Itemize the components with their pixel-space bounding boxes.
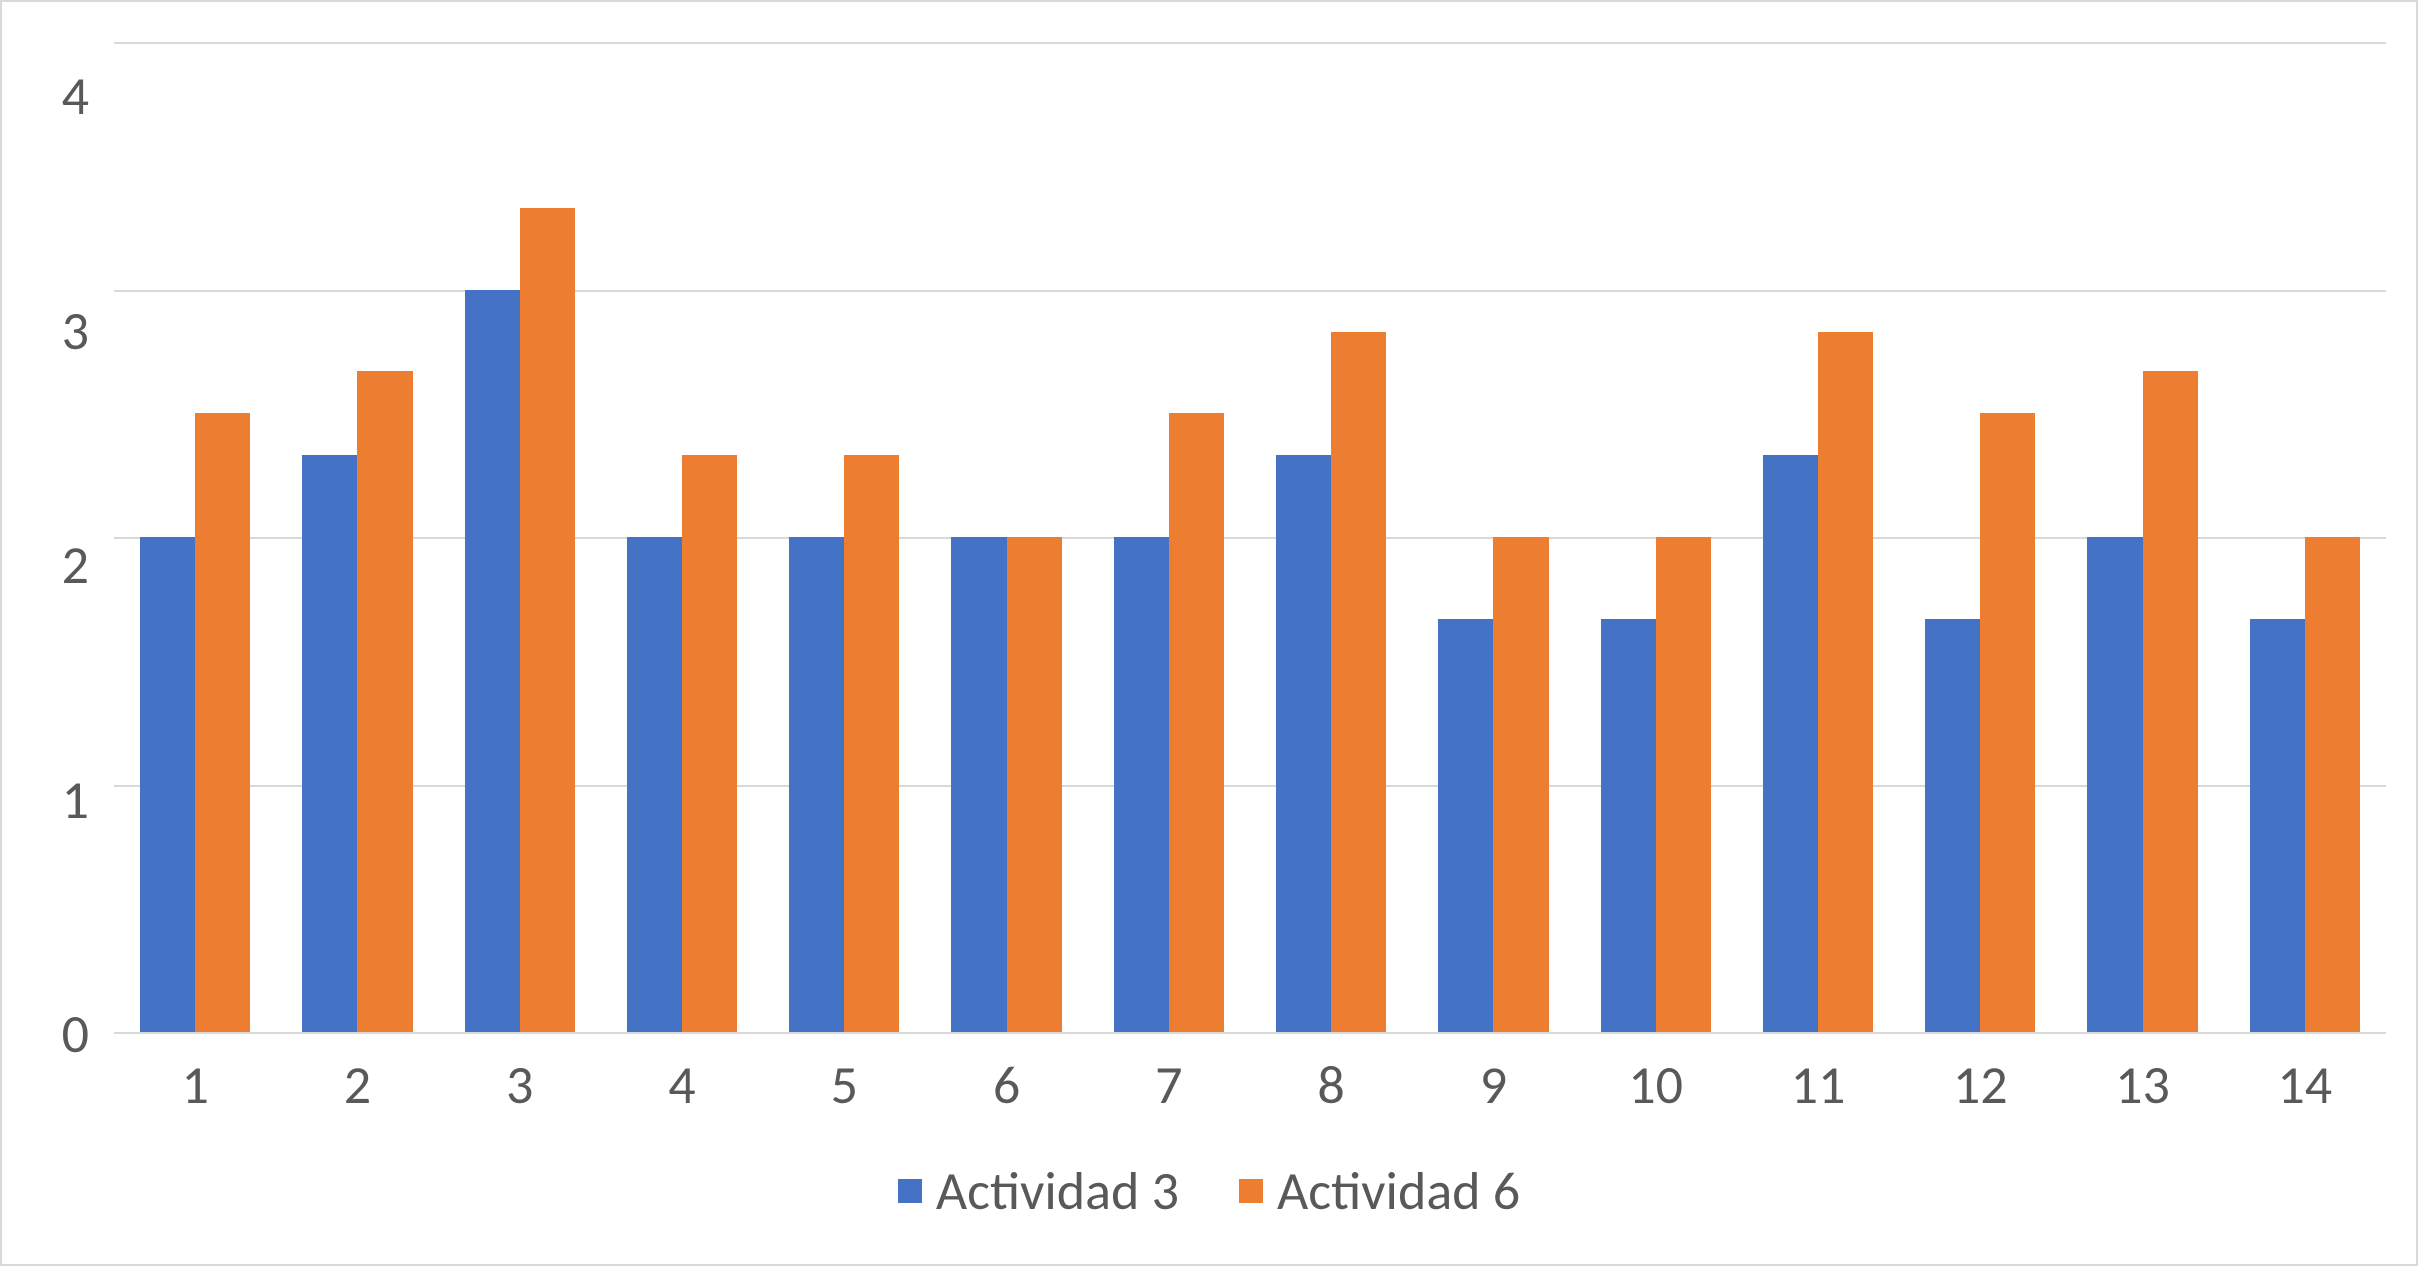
bar bbox=[195, 413, 250, 1032]
category-group bbox=[1575, 42, 1737, 1032]
bar bbox=[1656, 537, 1711, 1032]
x-ticks: 1234567891011121314 bbox=[114, 1052, 2386, 1118]
y-tick-label: 4 bbox=[62, 69, 89, 123]
legend-label: Actividad 3 bbox=[936, 1158, 1179, 1224]
x-tick-label: 1 bbox=[114, 1052, 276, 1118]
legend-swatch bbox=[1239, 1179, 1263, 1203]
bar bbox=[140, 537, 195, 1032]
bar bbox=[789, 537, 844, 1032]
plot-area bbox=[114, 42, 2386, 1034]
category-group bbox=[763, 42, 925, 1032]
y-tick-label: 3 bbox=[62, 304, 89, 358]
x-tick-label: 14 bbox=[2224, 1052, 2386, 1118]
bar bbox=[1763, 455, 1818, 1032]
bar bbox=[627, 537, 682, 1032]
bar bbox=[1007, 537, 1062, 1032]
bar bbox=[2305, 537, 2360, 1032]
legend-item: Actividad 6 bbox=[1239, 1158, 1520, 1224]
y-tick-label: 0 bbox=[62, 1007, 89, 1061]
x-tick-label: 12 bbox=[1899, 1052, 2061, 1118]
bar bbox=[1601, 619, 1656, 1032]
legend-item: Actividad 3 bbox=[898, 1158, 1179, 1224]
legend-label: Actividad 6 bbox=[1277, 1158, 1520, 1224]
bar bbox=[1114, 537, 1169, 1032]
x-tick-label: 11 bbox=[1737, 1052, 1899, 1118]
bar bbox=[2250, 619, 2305, 1032]
category-group bbox=[2224, 42, 2386, 1032]
category-group bbox=[601, 42, 763, 1032]
plot-wrapper: 43210 bbox=[32, 42, 2386, 1034]
bar bbox=[1925, 619, 1980, 1032]
bar bbox=[1493, 537, 1548, 1032]
x-tick-label: 13 bbox=[2061, 1052, 2223, 1118]
x-tick-label: 5 bbox=[763, 1052, 925, 1118]
category-group bbox=[1088, 42, 1250, 1032]
bar bbox=[951, 537, 1006, 1032]
bar bbox=[2087, 537, 2142, 1032]
category-group bbox=[439, 42, 601, 1032]
x-tick-label: 9 bbox=[1412, 1052, 1574, 1118]
bar bbox=[302, 455, 357, 1032]
bar bbox=[682, 455, 737, 1032]
bar bbox=[2143, 371, 2198, 1032]
x-tick-label: 3 bbox=[439, 1052, 601, 1118]
x-axis: 1234567891011121314 bbox=[32, 1034, 2386, 1118]
x-tick-label: 10 bbox=[1575, 1052, 1737, 1118]
bar bbox=[357, 371, 412, 1032]
bar bbox=[1438, 619, 1493, 1032]
x-tick-label: 6 bbox=[925, 1052, 1087, 1118]
category-group bbox=[2061, 42, 2223, 1032]
legend-swatch bbox=[898, 1179, 922, 1203]
bars-layer bbox=[114, 42, 2386, 1032]
bar bbox=[520, 208, 575, 1032]
x-tick-label: 8 bbox=[1250, 1052, 1412, 1118]
category-group bbox=[1899, 42, 2061, 1032]
bar bbox=[844, 455, 899, 1032]
bar bbox=[465, 290, 520, 1033]
category-group bbox=[1250, 42, 1412, 1032]
category-group bbox=[925, 42, 1087, 1032]
y-tick-label: 1 bbox=[62, 773, 89, 827]
y-axis: 43210 bbox=[32, 42, 114, 1034]
bar bbox=[1276, 455, 1331, 1032]
legend: Actividad 3 Actividad 6 bbox=[32, 1118, 2386, 1234]
bar bbox=[1331, 332, 1386, 1032]
x-tick-label: 7 bbox=[1088, 1052, 1250, 1118]
bar bbox=[1169, 413, 1224, 1032]
bar bbox=[1980, 413, 2035, 1032]
x-tick-label: 4 bbox=[601, 1052, 763, 1118]
category-group bbox=[1737, 42, 1899, 1032]
category-group bbox=[276, 42, 438, 1032]
bar bbox=[1818, 332, 1873, 1032]
category-group bbox=[1412, 42, 1574, 1032]
x-tick-label: 2 bbox=[276, 1052, 438, 1118]
bar-chart: 43210 1234567891011121314 Actividad 3Act… bbox=[0, 0, 2418, 1266]
category-group bbox=[114, 42, 276, 1032]
y-tick-label: 2 bbox=[62, 538, 89, 592]
